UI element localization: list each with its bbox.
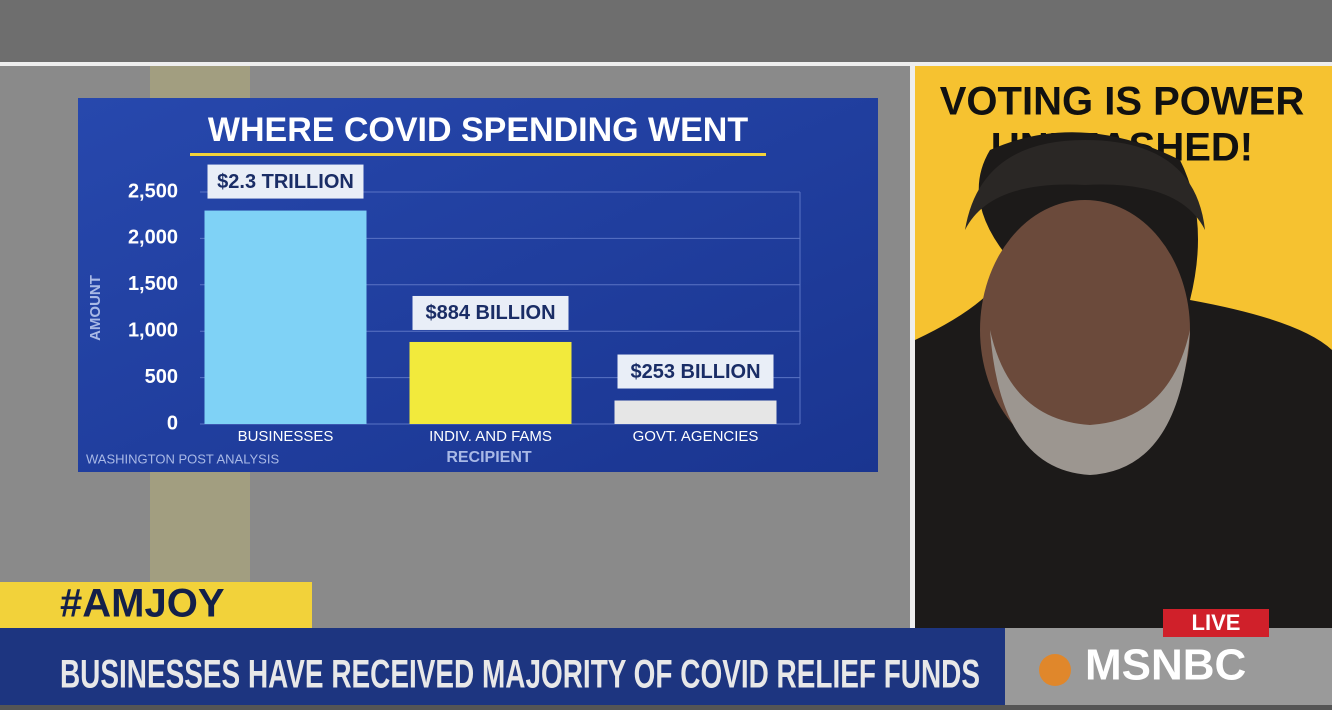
bar: [614, 400, 777, 424]
x-tick-label: GOVT. AGENCIES: [633, 428, 759, 445]
y-tick-label: 2,500: [128, 180, 178, 202]
y-tick-label: 1,500: [128, 273, 178, 295]
hashtag: #AMJOY: [60, 582, 225, 626]
y-tick-label: 500: [145, 366, 178, 388]
divider: [0, 62, 1332, 66]
value-label: $884 BILLION: [425, 302, 555, 324]
value-label-box: [617, 354, 774, 389]
top-strip: [0, 0, 1332, 62]
title-underline: [190, 153, 766, 156]
source: WASHINGTON POST ANALYSIS: [86, 451, 279, 466]
y-axis-label: AMOUNT: [87, 275, 104, 341]
chart-title: WHERE COVID SPENDING WENT: [208, 111, 748, 149]
value-label-box: [412, 295, 569, 330]
headline: BUSINESSES HAVE RECEIVED MAJORITY OF COV…: [60, 653, 980, 697]
x-tick-label: INDIV. AND FAMS: [429, 428, 552, 445]
bar: [409, 341, 572, 424]
y-tick-label: 1,000: [128, 319, 178, 341]
hashtag-bar: [0, 582, 312, 628]
sign-text: VOTING IS POWER: [940, 80, 1305, 124]
x-axis-label: RECIPIENT: [446, 449, 532, 466]
y-tick-label: 0: [167, 412, 178, 434]
face: [980, 200, 1190, 460]
x-tick-label: BUSINESSES: [238, 428, 334, 445]
network: MSNBC: [1085, 641, 1246, 690]
beard: [990, 330, 1190, 475]
value-label: $2.3 TRILLION: [217, 171, 354, 193]
bar: [204, 210, 367, 424]
value-label: $253 BILLION: [630, 361, 760, 383]
live-box: [1163, 609, 1269, 637]
divider: [910, 66, 915, 628]
logo-peacock: [1039, 654, 1071, 686]
headline-bar: [0, 628, 1005, 705]
value-label-box: [207, 164, 364, 199]
hair: [965, 140, 1205, 230]
y-tick-label: 2,000: [128, 227, 178, 249]
live-label: LIVE: [1192, 610, 1241, 635]
